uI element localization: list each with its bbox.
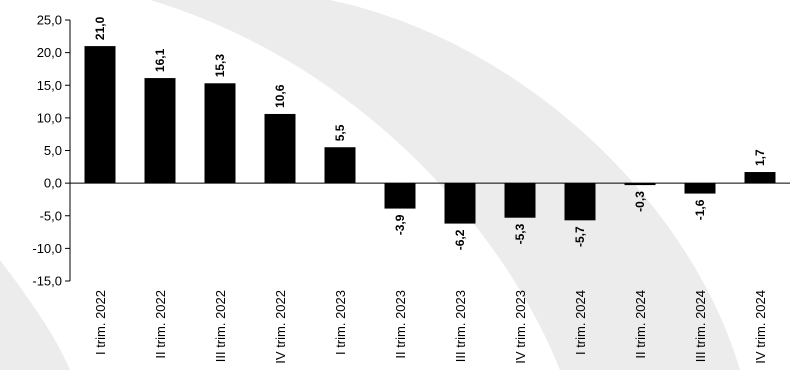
x-tick-label: I trim. 2022 [93, 290, 108, 355]
data-label: 10,6 [273, 84, 287, 108]
bar [204, 83, 236, 184]
data-label: -5,7 [573, 226, 587, 247]
x-tick-label: I trim. 2023 [333, 290, 348, 355]
bar [504, 183, 536, 218]
y-tick-label: -10,0 [32, 241, 62, 256]
data-label: -6,2 [453, 229, 467, 250]
data-label: 5,5 [333, 124, 347, 141]
y-tick-label: 20,0 [37, 45, 62, 60]
x-tick-label: I trim. 2024 [573, 290, 588, 355]
bar [84, 46, 116, 184]
data-label: 16,1 [153, 48, 167, 72]
watermark-arc-left [0, 260, 70, 370]
x-tick-label: II trim. 2024 [633, 290, 648, 359]
data-label: 21,0 [93, 16, 107, 40]
data-label: 15,3 [213, 54, 227, 78]
bar [744, 172, 776, 184]
y-tick-label: 10,0 [37, 110, 62, 125]
data-label: -3,9 [393, 214, 407, 235]
x-tick-label: III trim. 2022 [213, 290, 228, 362]
bar [564, 183, 596, 221]
bar [444, 183, 476, 224]
x-tick-label: IV trim. 2023 [513, 290, 528, 364]
x-tick-label: IV trim. 2024 [753, 290, 768, 364]
y-tick-label: 15,0 [37, 78, 62, 93]
x-tick-label: III trim. 2024 [693, 290, 708, 362]
x-tick-label: II trim. 2022 [153, 290, 168, 359]
bar [624, 183, 656, 186]
y-tick-label: -15,0 [32, 274, 62, 289]
x-tick-label: III trim. 2023 [453, 290, 468, 362]
bar [324, 147, 356, 184]
bar [144, 78, 176, 184]
data-label: 1,7 [753, 149, 767, 166]
data-label: -0,3 [633, 191, 647, 212]
bar [684, 183, 716, 194]
y-axis: 25,0 20,0 15,0 10,0 5,0 0,0 -5,0 -10,0 -15,0 [32, 13, 71, 289]
x-tick-label: IV trim. 2022 [273, 290, 288, 364]
value-labels: 21,0 16,1 15,3 10,6 5,5 -3,9 -6,2 -5,3 -5,7 -0,3 -… [93, 16, 767, 250]
y-tick-label: -5,0 [40, 208, 62, 223]
y-tick-label: 5,0 [44, 143, 62, 158]
x-axis-labels: I trim. 2022 II trim. 2022 III trim. 2022 I… [93, 290, 768, 364]
y-tick-label: 25,0 [37, 13, 62, 28]
bar [384, 183, 416, 209]
x-tick-label: II trim. 2023 [393, 290, 408, 359]
data-label: -1,6 [693, 199, 707, 220]
bar [264, 113, 296, 184]
y-tick-label: 0,0 [44, 176, 62, 191]
data-label: -5,3 [513, 223, 527, 244]
bars [84, 46, 776, 224]
